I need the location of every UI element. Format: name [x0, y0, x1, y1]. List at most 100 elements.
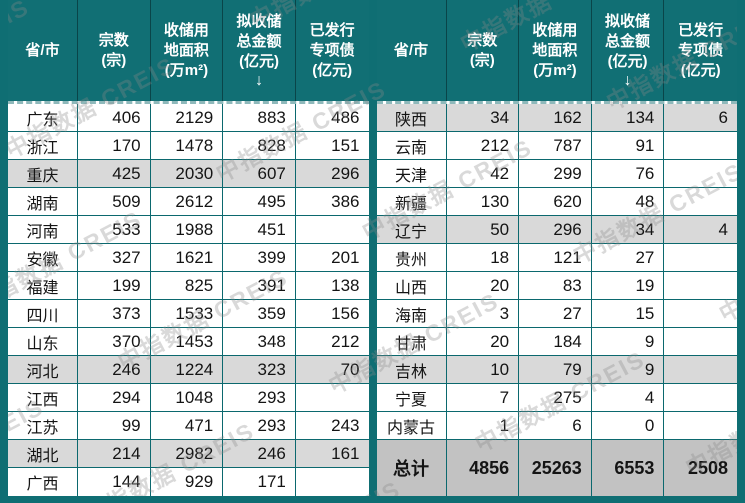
column-header-area: 收储用 地面积 (万m²) [151, 0, 224, 101]
cell-value: 0 [592, 412, 665, 439]
table-row: 湖北 214 2982 246 161 [8, 440, 369, 468]
cell-value [664, 384, 737, 411]
cell-value: 20 [447, 328, 520, 355]
cell-value: 27 [592, 244, 665, 271]
column-header-text: 专项债 [309, 41, 355, 59]
table-row: 海南 3 27 15 [376, 300, 737, 328]
column-header-text: 总金额 [605, 32, 651, 50]
cell-value: 370 [78, 328, 151, 355]
total-row-value: 2508 [687, 457, 728, 478]
table-row: 云南 212 787 91 [376, 132, 737, 160]
cell-value [664, 160, 737, 187]
cell-province: 湖南 [8, 188, 78, 215]
cell-value: 4 [718, 219, 728, 239]
cell-value: 170 [78, 132, 151, 159]
cell-value: 296 [519, 216, 592, 243]
cell-value: 495 [223, 188, 296, 215]
cell-value: 825 [151, 272, 224, 299]
sort-descending-icon: ↓ [255, 71, 264, 89]
cell-value: 6 [519, 412, 592, 439]
table-row: 贵州 18 121 27 [376, 244, 737, 272]
cell-value: 1533 [151, 300, 224, 327]
cell-province: 甘肃 [377, 328, 447, 355]
column-header-text: (亿元) [312, 61, 353, 79]
cell-value: 134 [592, 104, 665, 131]
cell-value: 161 [331, 443, 360, 463]
table-row: 新疆 130 620 48 [376, 188, 737, 216]
cell-value: 787 [519, 132, 592, 159]
cell-province: 安徽 [8, 244, 78, 271]
column-header-text: 已发行 [678, 21, 724, 39]
cell-value: 406 [78, 104, 151, 131]
table-row: 四川 373 1533 359 156 [8, 300, 369, 328]
cell-value: 486 [331, 107, 360, 127]
cell-province: 山西 [377, 272, 447, 299]
cell-value: 76 [592, 160, 665, 187]
cell-value [664, 272, 737, 299]
cell-value: 359 [223, 300, 296, 327]
cell-value: 2129 [151, 104, 224, 131]
table-row: 安徽 327 1621 399 201 [8, 244, 369, 272]
cell-value: 1 [447, 412, 520, 439]
cell-province: 吉林 [377, 356, 447, 383]
table-row: 江苏 99 471 293 243 [8, 412, 369, 440]
cell-value: 199 [78, 272, 151, 299]
cell-value: 451 [223, 216, 296, 243]
cell-province: 河南 [8, 216, 78, 243]
column-header-text: 总金额 [236, 32, 282, 50]
cell-value: 34 [592, 216, 665, 243]
cell-value: 607 [223, 160, 296, 187]
column-header-text: 地面积 [163, 41, 209, 59]
cell-province: 宁夏 [377, 384, 447, 411]
cell-province: 广西 [8, 468, 78, 496]
cell-value [664, 300, 737, 327]
cell-value: 348 [223, 328, 296, 355]
table-divider [368, 0, 377, 496]
cell-value [664, 244, 737, 271]
table-row: 浙江 170 1478 828 151 [8, 132, 369, 160]
column-header-text: 拟收储 [605, 12, 651, 30]
table-right: 省/市 宗数 (宗) 收储用 地面积 (万m²) 拟收储 总金额 (亿元) ↓ 已发行 专项债 (亿元)… [376, 0, 737, 496]
cell-province: 福建 [8, 272, 78, 299]
cell-value: 34 [447, 104, 520, 131]
cell-value: 509 [78, 188, 151, 215]
column-header-count: 宗数 (宗) [447, 0, 520, 101]
cell-value: 151 [331, 135, 360, 155]
column-header-text: (亿元) [239, 52, 280, 70]
cell-value: 83 [519, 272, 592, 299]
cell-value: 391 [223, 272, 296, 299]
cell-value: 201 [331, 247, 360, 267]
cell-value: 294 [78, 384, 151, 411]
cell-value [664, 132, 737, 159]
table-row: 广西 144 929 171 [8, 468, 369, 496]
column-header-text: 拟收储 [236, 12, 282, 30]
cell-province: 江苏 [8, 412, 78, 439]
cell-value: 6 [718, 107, 728, 127]
cell-value: 2612 [151, 188, 224, 215]
cell-province: 湖北 [8, 440, 78, 467]
cell-value: 243 [331, 415, 360, 435]
column-header-text: (宗) [101, 51, 127, 69]
cell-value: 212 [447, 132, 520, 159]
table-row: 江西 294 1048 293 [8, 384, 369, 412]
cell-value: 373 [78, 300, 151, 327]
table-row: 福建 199 825 391 138 [8, 272, 369, 300]
cell-value: 883 [223, 104, 296, 131]
cell-value: 1453 [151, 328, 224, 355]
cell-value [664, 412, 737, 439]
total-row-value: 6553 [592, 440, 665, 496]
cell-value: 42 [447, 160, 520, 187]
cell-value: 399 [223, 244, 296, 271]
table-row: 辽宁 50 296 34 4 [376, 216, 737, 244]
cell-province: 四川 [8, 300, 78, 327]
column-header-province: 省/市 [377, 0, 447, 101]
cell-value: 7 [447, 384, 520, 411]
cell-province: 云南 [377, 132, 447, 159]
total-row-value: 25263 [519, 440, 592, 496]
table-row: 陕西 34 162 134 6 [376, 104, 737, 132]
cell-value: 1621 [151, 244, 224, 271]
cell-value [296, 468, 369, 496]
cell-province: 海南 [377, 300, 447, 327]
cell-value [664, 356, 737, 383]
